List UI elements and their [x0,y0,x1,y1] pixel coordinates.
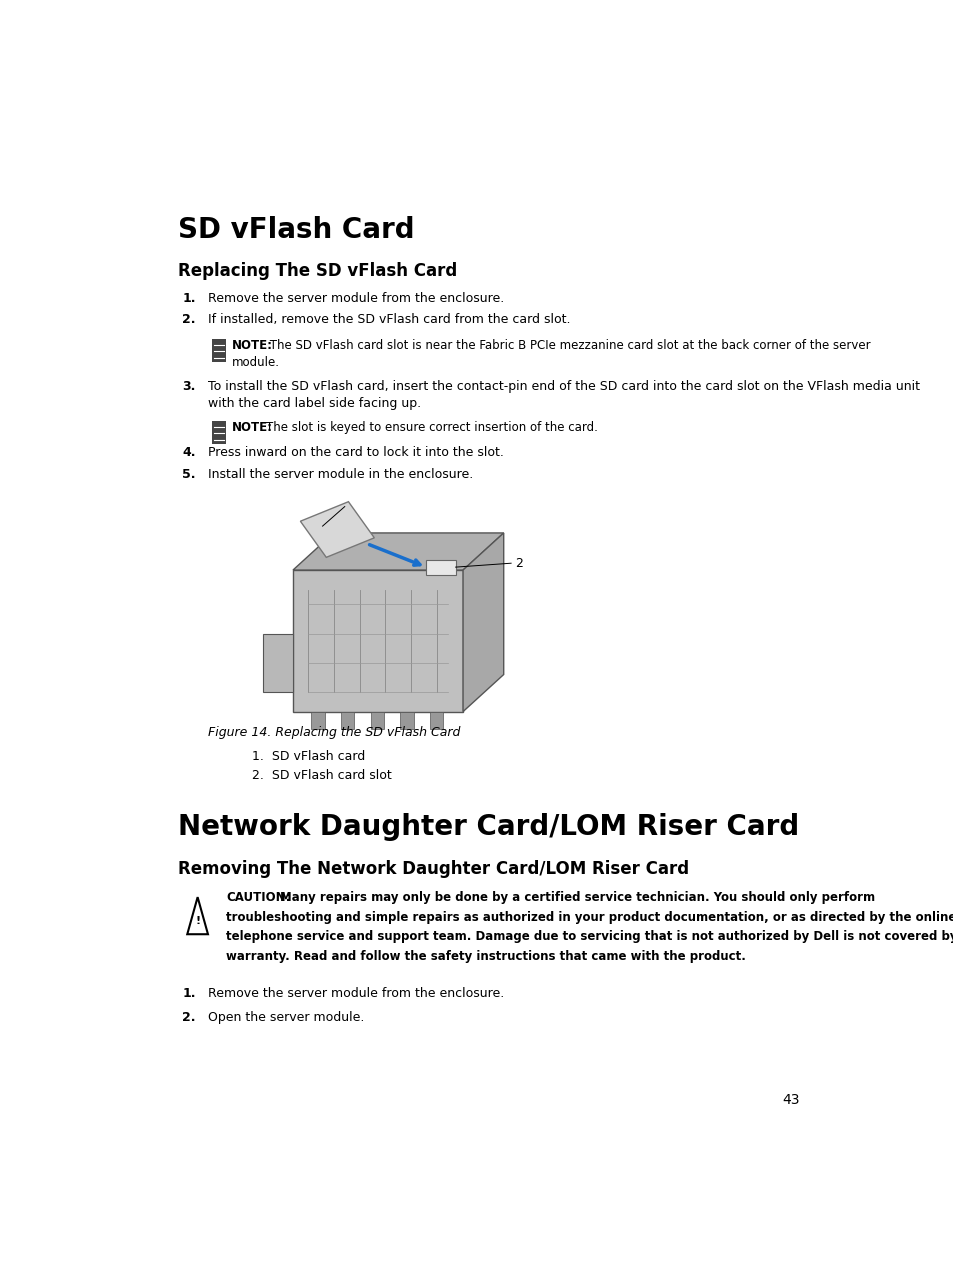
Text: 2.: 2. [182,313,195,326]
Polygon shape [293,533,503,571]
Bar [263,634,293,692]
Polygon shape [426,560,456,574]
Bar [212,339,226,363]
Text: with the card label side facing up.: with the card label side facing up. [208,397,420,411]
Text: 3.: 3. [182,379,195,393]
Text: Figure 14. Replacing the SD vFlash Card: Figure 14. Replacing the SD vFlash Card [208,727,460,739]
Polygon shape [462,533,503,711]
Text: To install the SD vFlash card, insert the contact-pin end of the SD card into th: To install the SD vFlash card, insert th… [208,379,919,393]
Text: Network Daughter Card/LOM Riser Card: Network Daughter Card/LOM Riser Card [178,813,799,841]
Text: Remove the server module from the enclosure.: Remove the server module from the enclos… [208,987,504,1000]
Text: Press inward on the card to lock it into the slot.: Press inward on the card to lock it into… [208,446,503,459]
Text: 1.  SD vFlash card: 1. SD vFlash card [252,749,365,762]
Bar [370,711,383,729]
Polygon shape [300,502,374,558]
Text: 4.: 4. [182,446,195,459]
Bar [341,711,354,729]
Polygon shape [187,898,208,935]
Text: 1.: 1. [182,292,195,304]
Bar [212,421,226,444]
Bar [311,711,324,729]
Text: 2.  SD vFlash card slot: 2. SD vFlash card slot [252,770,392,782]
Text: 2.: 2. [182,1012,195,1025]
Text: warranty. Read and follow the safety instructions that came with the product.: warranty. Read and follow the safety ins… [226,950,745,962]
Bar [293,571,462,711]
Text: Remove the server module from the enclosure.: Remove the server module from the enclos… [208,292,504,304]
Text: Removing The Network Daughter Card/LOM Riser Card: Removing The Network Daughter Card/LOM R… [178,860,689,877]
Text: If installed, remove the SD vFlash card from the card slot.: If installed, remove the SD vFlash card … [208,313,570,326]
Text: Open the server module.: Open the server module. [208,1012,364,1025]
Text: SD vFlash Card: SD vFlash Card [178,216,415,243]
Text: Replacing The SD vFlash Card: Replacing The SD vFlash Card [178,262,457,280]
Text: 5.: 5. [182,468,195,481]
Bar [400,711,413,729]
Text: module.: module. [233,356,280,369]
Text: NOTE:: NOTE: [233,339,274,351]
Text: telephone service and support team. Damage due to servicing that is not authoriz: telephone service and support team. Dama… [226,931,953,943]
Text: Install the server module in the enclosure.: Install the server module in the enclosu… [208,468,473,481]
Text: 43: 43 [781,1093,799,1107]
Text: 1.: 1. [182,987,195,1000]
Text: The slot is keyed to ensure correct insertion of the card.: The slot is keyed to ensure correct inse… [266,421,598,434]
Text: The SD vFlash card slot is near the Fabric B PCIe mezzanine card slot at the bac: The SD vFlash card slot is near the Fabr… [266,339,870,351]
Text: !: ! [194,917,200,926]
Text: Many repairs may only be done by a certified service technician. You should only: Many repairs may only be done by a certi… [279,891,874,904]
Text: 1: 1 [344,502,353,515]
Text: troubleshooting and simple repairs as authorized in your product documentation, : troubleshooting and simple repairs as au… [226,910,953,924]
Text: NOTE:: NOTE: [233,421,274,434]
Text: 2: 2 [515,557,522,569]
Text: CAUTION:: CAUTION: [226,891,291,904]
Bar [429,711,442,729]
